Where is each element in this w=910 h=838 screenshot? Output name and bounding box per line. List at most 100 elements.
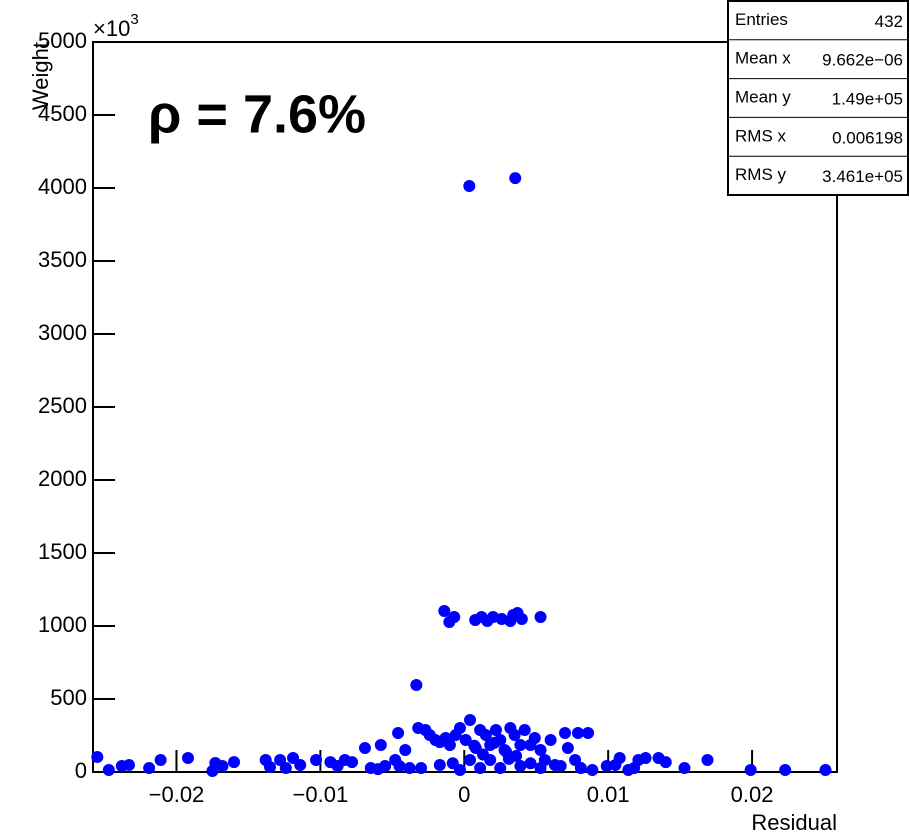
stats-label: Entries <box>735 10 788 29</box>
point <box>102 763 115 776</box>
stats-value: 432 <box>875 12 903 31</box>
x-axis-label: Residual <box>751 810 837 835</box>
point <box>515 612 528 625</box>
y-tick-label: 0 <box>75 758 87 783</box>
stats-label: RMS y <box>735 165 787 184</box>
point <box>559 727 572 740</box>
point <box>509 172 522 185</box>
stats-value: 9.662e−06 <box>822 51 903 70</box>
x-tick-label: 0.02 <box>731 782 774 807</box>
point <box>154 754 167 767</box>
point <box>403 762 416 775</box>
point <box>534 762 547 775</box>
y-tick-label: 1500 <box>38 539 87 564</box>
point <box>554 760 567 773</box>
stats-value: 3.461e+05 <box>822 167 903 186</box>
point <box>534 610 547 623</box>
y-tick-label: 500 <box>50 685 87 710</box>
point <box>346 756 359 769</box>
point <box>393 760 406 773</box>
point <box>122 758 135 771</box>
y-tick-label: 3500 <box>38 247 87 272</box>
point <box>514 760 527 773</box>
y-tick-label: 1000 <box>38 612 87 637</box>
point <box>474 762 487 775</box>
stats-label: Mean y <box>735 87 791 106</box>
point <box>571 727 584 740</box>
point <box>91 750 104 763</box>
stats-label: Mean x <box>735 49 791 68</box>
point <box>494 762 507 775</box>
point <box>453 722 466 735</box>
point <box>701 754 714 767</box>
y-tick-label: 3000 <box>38 320 87 345</box>
point <box>534 743 547 756</box>
point <box>279 762 292 775</box>
x-tick-label: 0 <box>458 782 470 807</box>
point <box>468 739 481 752</box>
y-tick-label: 4000 <box>38 174 87 199</box>
point <box>399 743 412 756</box>
point <box>438 604 451 617</box>
x-tick-label: −0.02 <box>149 782 205 807</box>
point <box>448 610 461 623</box>
plot-frame <box>92 41 838 773</box>
point <box>464 714 477 727</box>
stats-value: 0.006198 <box>832 128 903 147</box>
point <box>443 738 456 751</box>
x-tick-label: 0.01 <box>587 782 630 807</box>
point <box>514 738 527 751</box>
y-tick-label: 2000 <box>38 466 87 491</box>
y-tick-label: 2500 <box>38 393 87 418</box>
point <box>586 763 599 776</box>
point <box>374 738 387 751</box>
point <box>518 723 531 736</box>
point <box>488 736 501 749</box>
point <box>479 729 492 742</box>
point <box>216 760 229 773</box>
y-tick-label: 5000 <box>38 28 87 53</box>
point <box>744 763 757 776</box>
point <box>819 763 832 776</box>
stats-frame <box>727 0 909 196</box>
point <box>446 757 459 770</box>
point <box>582 727 595 740</box>
point <box>181 751 194 764</box>
y-multiplier: ×103 <box>93 11 139 41</box>
point <box>410 678 423 691</box>
point <box>659 756 672 769</box>
y-axis-label: Weight <box>28 42 53 110</box>
multiplier-exponent: 3 <box>130 11 138 28</box>
point <box>371 763 384 776</box>
point <box>678 762 691 775</box>
point <box>459 734 472 747</box>
point <box>433 758 446 771</box>
point <box>228 756 241 769</box>
point <box>264 761 277 774</box>
point <box>528 731 541 744</box>
point <box>476 748 489 761</box>
point <box>464 754 477 767</box>
y-tick-label: 4500 <box>38 101 87 126</box>
point <box>358 742 371 755</box>
point <box>524 757 537 770</box>
point <box>415 762 428 775</box>
point <box>508 729 521 742</box>
point <box>544 734 557 747</box>
point <box>779 763 792 776</box>
point <box>613 751 626 764</box>
point <box>310 754 323 767</box>
point <box>561 742 574 755</box>
point <box>392 727 405 740</box>
point <box>574 762 587 775</box>
point <box>502 752 515 765</box>
stats-label: RMS x <box>735 126 787 145</box>
point <box>143 762 156 775</box>
point <box>463 179 476 192</box>
point <box>639 751 652 764</box>
multiplier-base: ×10 <box>93 16 130 41</box>
stats-value: 1.49e+05 <box>832 89 903 108</box>
x-tick-label: −0.01 <box>293 782 349 807</box>
annotation: ρ = 7.6% <box>148 84 366 144</box>
point <box>294 758 307 771</box>
